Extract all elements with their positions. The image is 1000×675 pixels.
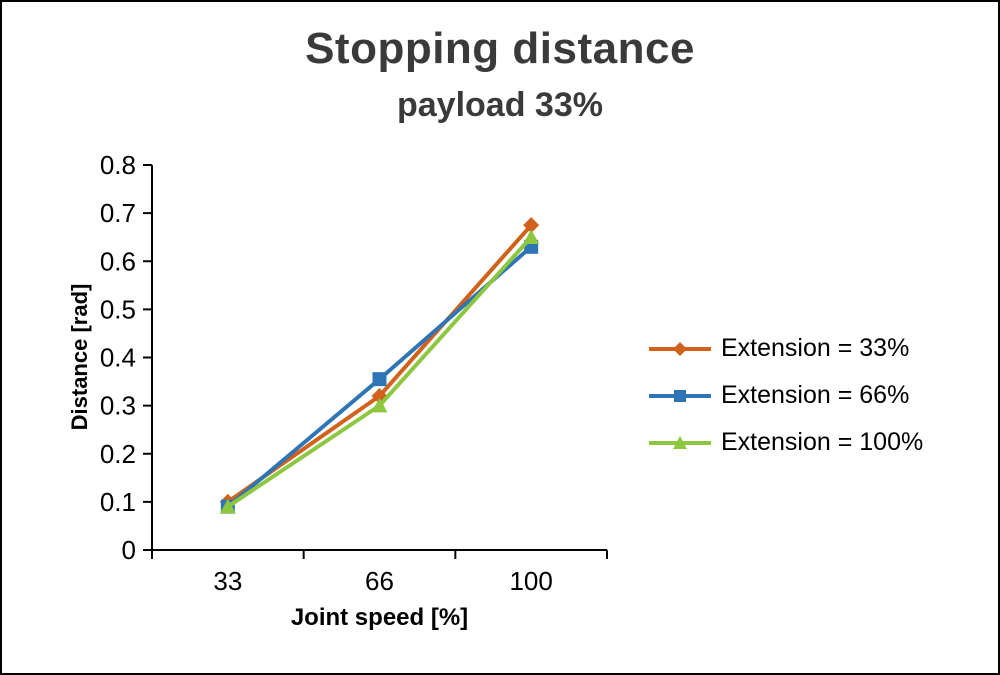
- legend-key-icon: [649, 435, 711, 449]
- y-tick-label: 0.6: [100, 246, 136, 276]
- triangle-marker-icon: [219, 498, 236, 514]
- series-extension-33-: [219, 217, 540, 510]
- y-tick-label: 0.1: [100, 487, 136, 517]
- chart-subtitle: payload 33%: [397, 86, 603, 124]
- square-marker-icon: [674, 389, 686, 402]
- y-tick-label: 0.2: [100, 439, 136, 469]
- x-axis-title: Joint speed [%]: [290, 604, 469, 631]
- legend-label: Extension = 66%: [721, 381, 910, 409]
- diamond-marker-icon: [673, 341, 687, 356]
- legend: Extension = 33% Extension = 66% Extension …: [648, 334, 923, 457]
- triangle-marker-icon: [371, 397, 388, 413]
- x-tick-label: 33: [213, 566, 242, 596]
- series-extension-100-: [219, 229, 540, 514]
- legend-item: Extension = 33%: [648, 334, 923, 363]
- y-tick-label: 0.3: [100, 391, 136, 421]
- legend-key-icon: [649, 389, 711, 402]
- y-tick-label: 0.8: [100, 150, 136, 180]
- diamond-marker-icon: [523, 217, 540, 234]
- chart-title: Stopping distance: [305, 24, 695, 73]
- legend-item: Extension = 66%: [648, 381, 923, 410]
- legend-label: Extension = 100%: [721, 428, 924, 456]
- legend-item: Extension = 100%: [648, 428, 923, 457]
- x-tick-label: 100: [509, 566, 552, 596]
- series-line: [225, 223, 534, 504]
- triangle-marker-icon: [673, 435, 687, 449]
- triangle-marker-icon: [523, 229, 540, 244]
- legend-label: Extension = 33%: [721, 334, 910, 362]
- y-tick-label: 0.7: [100, 198, 136, 228]
- y-tick-label: 0: [122, 535, 136, 565]
- y-tick-label: 0.4: [100, 343, 136, 373]
- square-marker-icon: [372, 372, 387, 387]
- y-tick-label: 0.5: [100, 294, 136, 324]
- legend-key-icon: [649, 341, 711, 356]
- x-tick-label: 66: [365, 566, 394, 596]
- y-axis-title: Distance [rad]: [67, 283, 92, 431]
